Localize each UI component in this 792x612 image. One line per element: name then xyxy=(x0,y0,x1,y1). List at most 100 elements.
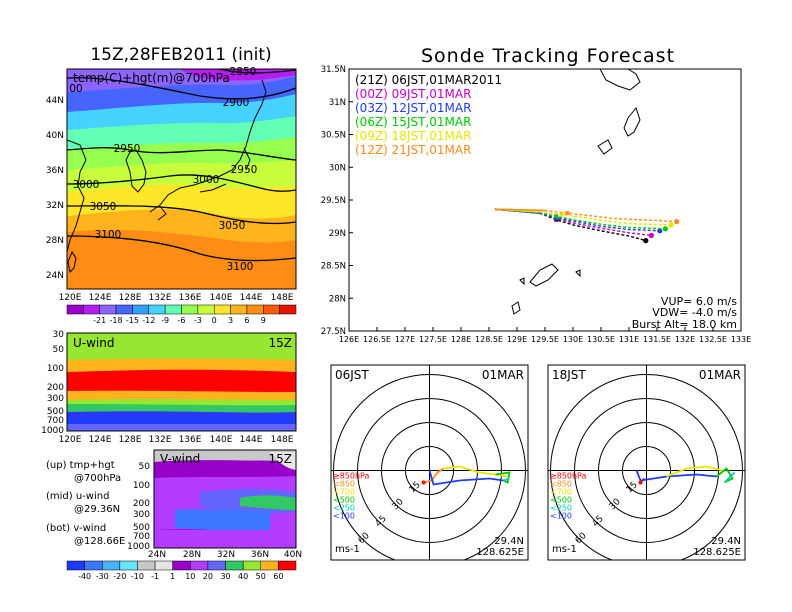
wind-colorbar-swatch xyxy=(260,560,279,571)
wind-colorbar-label: 60 xyxy=(273,572,283,581)
uwind-jet-core xyxy=(67,369,296,392)
vwind-time: 15Z xyxy=(269,452,293,466)
x-tick-label: 36N xyxy=(251,550,269,560)
y-tick-label: 24N xyxy=(46,271,64,281)
temp-band-yellow xyxy=(67,183,296,219)
temp-colorbar-label: -21 xyxy=(93,316,106,325)
hodo-wind-trace xyxy=(423,467,444,484)
x-tick-label: 140E xyxy=(210,293,233,303)
hodo-level-legend: <250 xyxy=(333,504,355,513)
track-landing-point xyxy=(657,228,663,234)
uwind-top-band xyxy=(67,333,296,344)
tracking-legend: (21Z) 06JST,01MAR2011 (00Z) 09JST,01MAR … xyxy=(355,73,502,157)
x-tick-label: 128E xyxy=(119,293,142,303)
wind-colorbar-swatch xyxy=(225,560,244,571)
hodo-lon: 128.625E xyxy=(693,547,741,558)
y-tick-label: 1000 xyxy=(41,426,64,436)
x-tick-label: 124E xyxy=(89,293,112,303)
temperature-colorbar xyxy=(66,304,297,315)
wind-colorbar-label: 30 xyxy=(220,572,230,581)
track-landing-point xyxy=(662,226,669,232)
hodo-time-label: 18JST xyxy=(552,368,586,382)
track-landing-point xyxy=(643,238,649,244)
y-tick-label: 28N xyxy=(46,236,64,246)
wind-colorbar-label: 20 xyxy=(203,572,213,581)
hodo-level-legend: <500 xyxy=(550,496,572,505)
wind-colorbar-swatch xyxy=(172,560,191,571)
hodo-wind-trace xyxy=(723,471,736,484)
temp-x-ticks: 120E 124E 128E 132E 136E 140E 144E 148E xyxy=(59,293,294,303)
temp-colorbar-swatch xyxy=(197,304,215,315)
kyushu-coast xyxy=(599,68,641,91)
vwind-band-blue2 xyxy=(175,509,270,531)
y-tick-label: 31N xyxy=(329,98,346,108)
contour-label: 3050 xyxy=(219,220,246,232)
hodo-rings xyxy=(331,365,528,560)
temp-colorbar-swatch xyxy=(230,304,248,315)
x-tick-label: 140E xyxy=(210,435,233,445)
china-coastline xyxy=(67,139,87,253)
temp-colorbar-label: -12 xyxy=(142,316,155,325)
y-tick-label: 700 xyxy=(133,532,150,542)
note-up: (up) tmp+hgt xyxy=(46,460,115,471)
vwind-panel: V-wind 15Z 50 100 200 300 500 700 1000 2… xyxy=(66,449,302,581)
x-tick-label: 124E xyxy=(89,435,112,445)
wind-colorbar-label: 10 xyxy=(185,572,195,581)
panel-legend-notes: (up) tmp+hgt @700hPa (mid) u-wind @29.36… xyxy=(46,460,125,547)
temp-colorbar-swatch xyxy=(148,304,166,315)
x-tick-label: 129.5E xyxy=(531,335,559,344)
y-tick-label: 500 xyxy=(133,523,150,533)
y-tick-label: 28.5N xyxy=(321,262,346,272)
vwind-band-light xyxy=(154,450,296,462)
y-tick-label: 700 xyxy=(47,416,64,426)
temp-colorbar-swatch xyxy=(115,304,133,315)
info-burst: Burst Alt= 18.0 km xyxy=(632,318,737,331)
tracking-panel: (21Z) 06JST,01MAR2011 (00Z) 09JST,01MAR … xyxy=(321,65,751,344)
temp-colorbar-swatch xyxy=(99,304,117,315)
hodo-lon: 128.625E xyxy=(476,547,524,558)
legend-21z: (21Z) 06JST,01MAR2011 xyxy=(355,73,502,87)
y-tick-label: 31.5N xyxy=(321,65,346,75)
wind-colorbar-label: 40 xyxy=(238,572,248,581)
hodo-lat: 29.4N xyxy=(494,536,524,547)
y-tick-label: 50 xyxy=(53,345,65,355)
info-vup: VUP= 6.0 m/s xyxy=(661,295,737,308)
uwind-y-ticks: 30 50 100 200 300 500 700 1000 xyxy=(41,330,64,436)
hodo-level-legend: <100 xyxy=(550,512,572,521)
uwind-frame xyxy=(66,332,297,432)
tracking-x-ticks: 126E 126.5E 127E 127.5E 128E 128.5E 129E 129.5E… xyxy=(339,327,751,344)
contour-3050 xyxy=(67,205,296,225)
contour-3000 xyxy=(67,174,296,192)
y-tick-label: 300 xyxy=(47,394,64,404)
wind-colorbar-label: 1 xyxy=(170,572,175,581)
note-bot2: @128.66E xyxy=(74,536,125,547)
y-tick-label: 30.5N xyxy=(321,131,346,141)
temp-band-warmest xyxy=(67,228,296,289)
amami-coast xyxy=(529,263,559,287)
temp-colorbar-label: 6 xyxy=(244,316,249,325)
uwind-time: 15Z xyxy=(269,336,293,350)
temp-colorbar-swatch xyxy=(164,304,182,315)
x-tick-label: 144E xyxy=(240,293,263,303)
temp-colorbar-label: -3 xyxy=(194,316,202,325)
hodo-lat: 29.4N xyxy=(711,536,741,547)
y-tick-label: 28N xyxy=(329,294,346,304)
note-mid: (mid) u-wind xyxy=(46,491,109,502)
hodo-wind-trace xyxy=(495,471,511,484)
x-tick-label: 148E xyxy=(271,293,294,303)
y-tick-label: 30N xyxy=(329,163,346,173)
hodo-date-label: 01MAR xyxy=(482,368,524,382)
yakushima-coast xyxy=(597,139,613,155)
temp-band-lightblue xyxy=(67,92,296,130)
temp-contour-labels: 2850 2900 2950 2950 3000 3000 3050 3050 … xyxy=(69,66,257,273)
vwind-band-gray2 xyxy=(154,530,296,548)
left-title: 15Z,28FEB2011 (init) xyxy=(90,45,271,65)
temp-colorbar-swatch xyxy=(181,304,199,315)
vwind-x-ticks: 24N 28N 32N 36N 40N xyxy=(148,550,302,560)
uwind-surface-band2 xyxy=(67,424,296,431)
wind-colorbar-label: 50 xyxy=(256,572,266,581)
y-tick-label: 44N xyxy=(46,96,64,106)
track-ascent-5 xyxy=(494,208,546,212)
y-tick-label: 29N xyxy=(329,229,346,239)
y-tick-label: 50 xyxy=(139,462,151,472)
